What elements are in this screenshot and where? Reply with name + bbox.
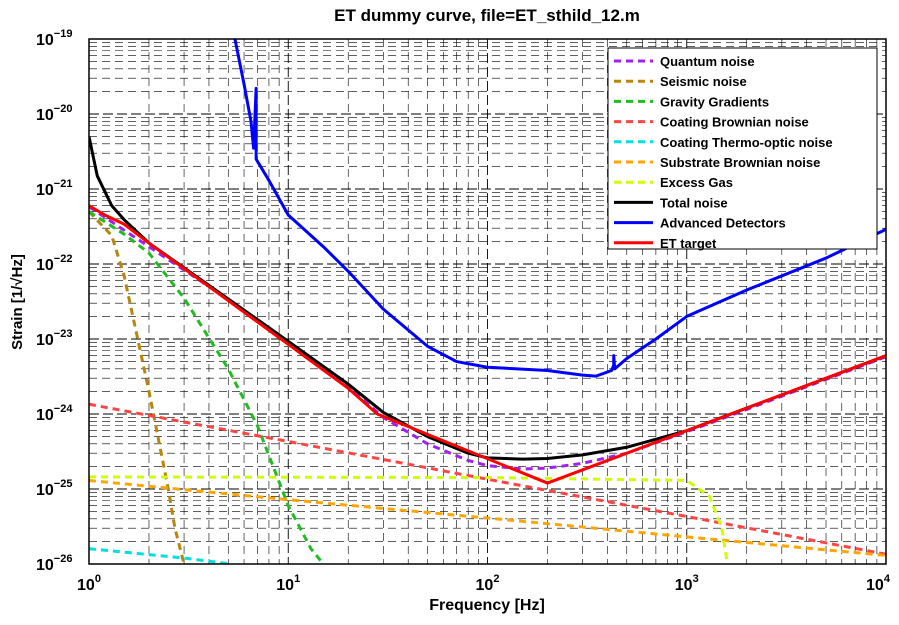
x-tick-label: 101: [276, 573, 300, 594]
legend-label: ET target: [660, 236, 717, 251]
x-tick-label: 103: [675, 573, 699, 594]
legend-label: Quantum noise: [660, 54, 755, 69]
series-seismic-noise: [89, 210, 186, 564]
y-axis-ticks: 10−26 10−25 10−24 10−23 10−22 10−21 10−20 10−19: [36, 28, 73, 574]
legend-label: Total noise: [660, 195, 728, 210]
series-gravity-gradients: [89, 210, 325, 564]
y-tick-label: 10−25: [36, 478, 72, 499]
y-tick-label: 10−23: [36, 328, 72, 349]
x-tick-label: 102: [476, 573, 500, 594]
series-coating-brownian-noise: [89, 402, 886, 556]
plot-frame: [88, 38, 887, 565]
y-tick-label: 10−20: [36, 103, 72, 124]
series-substrate-brownian-noise: [89, 478, 886, 557]
legend-label: Gravity Gradients: [660, 94, 769, 109]
legend-label: Excess Gas: [660, 175, 733, 190]
series-advanced-detectors: [233, 39, 886, 378]
legend-label: Coating Thermo-optic noise: [660, 135, 833, 150]
y-tick-label: 10−24: [36, 403, 73, 424]
legend-label: Advanced Detectors: [660, 216, 786, 231]
legend-label: Substrate Brownian noise: [660, 155, 820, 170]
legend-label: Seismic noise: [660, 74, 747, 89]
x-axis-ticks: 100 101 102 103 104: [77, 573, 891, 594]
y-tick-label: 10−21: [36, 178, 72, 199]
series-excess-gas: [89, 475, 729, 564]
legend-items: Quantum noise Seismic noise Gravity Gradie…: [614, 54, 833, 251]
x-tick-label: 100: [77, 573, 101, 594]
x-axis-label: Frequency [Hz]: [429, 597, 545, 614]
series-et-target: [89, 204, 886, 485]
y-axis-label: Strain [1/√Hz]: [9, 254, 26, 350]
legend-label: Coating Brownian noise: [660, 115, 809, 130]
y-tick-label: 10−19: [36, 28, 72, 49]
y-tick-label: 10−22: [36, 253, 72, 274]
legend: Quantum noise Seismic noise Gravity Gradie…: [607, 47, 878, 251]
y-tick-label: 10−26: [36, 553, 72, 574]
x-tick-label: 104: [866, 573, 891, 594]
chart-title: ET dummy curve, file=ET_sthild_12.m: [334, 6, 640, 25]
series-layer: [89, 39, 886, 564]
